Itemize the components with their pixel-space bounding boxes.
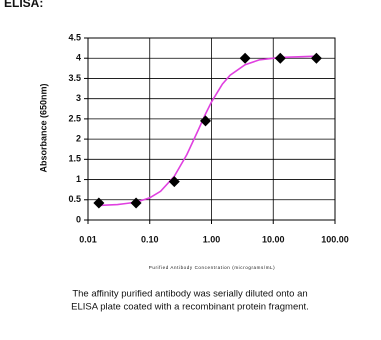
y-axis-label: Absorbance (650nm) — [38, 83, 48, 172]
y-tick-label: 0 — [76, 214, 81, 224]
data-point — [130, 197, 142, 209]
x-tick-label: 0.10 — [141, 234, 159, 244]
y-tick-label: 4 — [76, 53, 81, 63]
x-axis-label: Purified Antibody Concentration (microgr… — [149, 265, 276, 270]
y-tick-label: 3 — [76, 93, 81, 103]
y-tick-label: 1.5 — [68, 154, 81, 164]
y-tick-label: 0.5 — [68, 194, 81, 204]
data-point — [310, 52, 322, 64]
data-point — [239, 52, 251, 64]
y-tick-label: 2 — [76, 133, 81, 143]
x-tick-label: 10.00 — [262, 234, 285, 244]
data-point — [274, 52, 286, 64]
y-tick-label: 3.5 — [68, 73, 81, 83]
data-point — [200, 115, 212, 127]
caption-line: ELISA plate coated with a recombinant pr… — [71, 302, 309, 313]
y-tick-label: 1 — [76, 174, 81, 184]
chart-title: ELISA: — [4, 0, 43, 10]
y-tick-label: 2.5 — [68, 113, 81, 123]
x-tick-label: 0.01 — [79, 234, 97, 244]
x-tick-label: 100.00 — [321, 234, 349, 244]
y-tick-label: 4.5 — [68, 32, 81, 42]
caption-line: The affinity purified antibody was seria… — [72, 289, 307, 300]
data-point — [93, 197, 105, 209]
data-point — [168, 176, 180, 188]
x-tick-label: 1.00 — [203, 234, 221, 244]
